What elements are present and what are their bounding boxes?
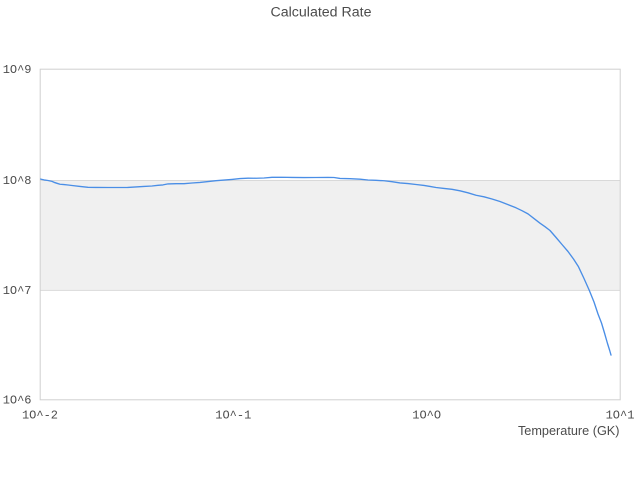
- svg-text:1O^-1: 1O^-1: [215, 409, 251, 423]
- svg-text:1O^8: 1O^8: [3, 174, 32, 188]
- svg-text:1O^6: 1O^6: [3, 394, 32, 408]
- svg-text:Temperature (GK): Temperature (GK): [518, 424, 620, 438]
- svg-text:1O^1: 1O^1: [606, 409, 635, 423]
- svg-text:1O^7: 1O^7: [3, 284, 32, 298]
- svg-text:Calculated Rate: Calculated Rate: [271, 5, 372, 21]
- svg-text:1O^9: 1O^9: [3, 63, 32, 77]
- svg-text:1O^-2: 1O^-2: [22, 409, 58, 423]
- svg-text:1O^O: 1O^O: [412, 409, 441, 423]
